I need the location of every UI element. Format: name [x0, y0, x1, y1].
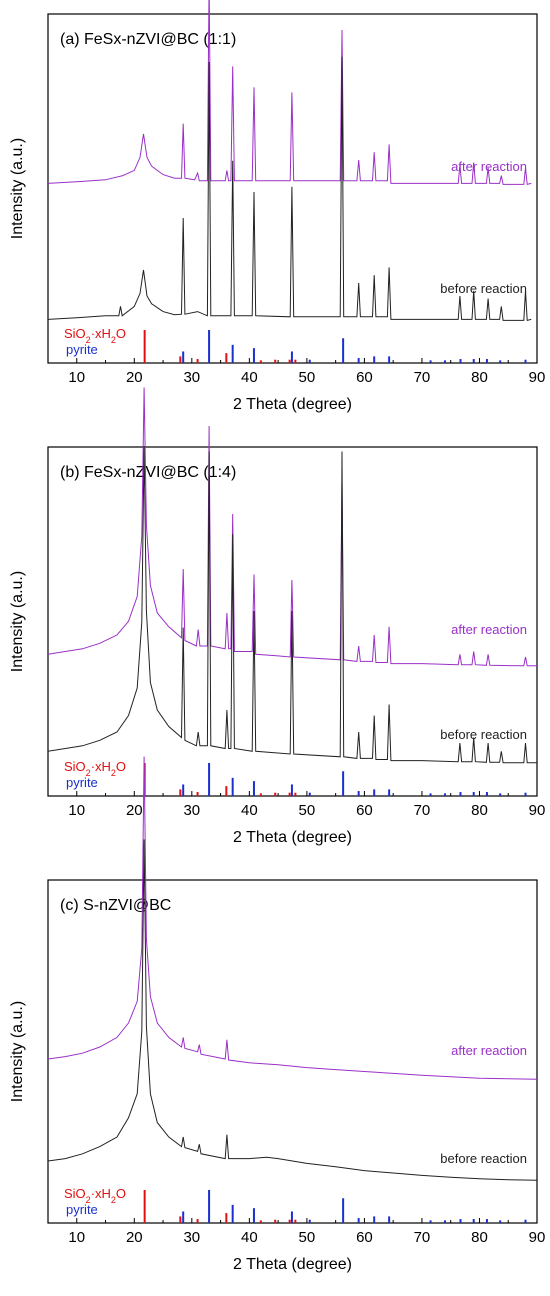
x-tick-label: 90 [529, 1229, 546, 1246]
reference-label-pyrite: pyrite [66, 775, 98, 790]
x-tick-label: 80 [471, 802, 488, 819]
x-tick-label: 80 [471, 369, 488, 386]
x-tick-label: 30 [183, 369, 200, 386]
panel-title: (b) FeSx-nZVI@BC (1:4) [60, 464, 236, 481]
x-axis-label: 2 Theta (degree) [233, 829, 352, 846]
reference-label-sio2: SiO2·xH2O [64, 759, 126, 778]
series-line-after [47, 0, 532, 186]
series-line-before [47, 56, 532, 322]
series-label-after: after reaction [451, 1043, 527, 1058]
x-tick-label: 10 [68, 369, 85, 386]
series-label-before: before reaction [440, 1151, 527, 1166]
x-tick-label: 60 [356, 802, 373, 819]
x-tick-label: 50 [299, 1229, 316, 1246]
x-tick-label: 20 [126, 802, 143, 819]
x-tick-label: 30 [183, 1229, 200, 1246]
x-tick-label: 10 [68, 802, 85, 819]
series-line-after [47, 756, 538, 1080]
y-axis-label: Intensity (a.u.) [9, 138, 26, 239]
reference-label-pyrite: pyrite [66, 1202, 98, 1217]
x-tick-label: 50 [299, 802, 316, 819]
xrd-panel-2: 10 20 30 40 50 60 70 80 90 2 Theta (degree) Intens… [9, 387, 546, 846]
x-tick-label: 80 [471, 1229, 488, 1246]
x-tick-label: 70 [414, 1229, 431, 1246]
panel-title: (a) FeSx-nZVI@BC (1:1) [60, 31, 236, 48]
x-tick-label: 10 [68, 1229, 85, 1246]
panel-title: (c) S-nZVI@BC [60, 897, 171, 914]
x-tick-label: 40 [241, 1229, 258, 1246]
x-tick-label: 40 [241, 369, 258, 386]
x-axis-label: 2 Theta (degree) [233, 396, 352, 413]
x-tick-label: 90 [529, 369, 546, 386]
x-tick-label: 20 [126, 369, 143, 386]
series-line-after [47, 387, 537, 667]
x-tick-label: 60 [356, 369, 373, 386]
x-axis-label: 2 Theta (degree) [233, 1256, 352, 1273]
x-tick-label: 70 [414, 369, 431, 386]
reference-label-sio2: SiO2·xH2O [64, 1186, 126, 1205]
x-tick-label: 30 [183, 802, 200, 819]
x-tick-label: 90 [529, 802, 546, 819]
x-tick-label: 70 [414, 802, 431, 819]
x-tick-label: 50 [299, 369, 316, 386]
series-line-before [47, 839, 538, 1181]
xrd-panel-1: 10 20 30 40 50 60 70 80 90 2 Theta (degree) Intens… [9, 0, 545, 413]
xrd-panel-3: 10 20 30 40 50 60 70 80 90 2 Theta (degree) Intens… [9, 756, 546, 1273]
reference-label-pyrite: pyrite [66, 342, 98, 357]
series-label-after: after reaction [451, 159, 527, 174]
y-axis-label: Intensity (a.u.) [9, 1001, 26, 1102]
series-label-before: before reaction [440, 281, 527, 296]
series-label-after: after reaction [451, 622, 527, 637]
x-tick-label: 60 [356, 1229, 373, 1246]
x-tick-label: 40 [241, 802, 258, 819]
reference-label-sio2: SiO2·xH2O [64, 326, 126, 345]
x-tick-label: 20 [126, 1229, 143, 1246]
series-label-before: before reaction [440, 727, 527, 742]
y-axis-label: Intensity (a.u.) [9, 571, 26, 672]
series-line-before [47, 445, 537, 764]
